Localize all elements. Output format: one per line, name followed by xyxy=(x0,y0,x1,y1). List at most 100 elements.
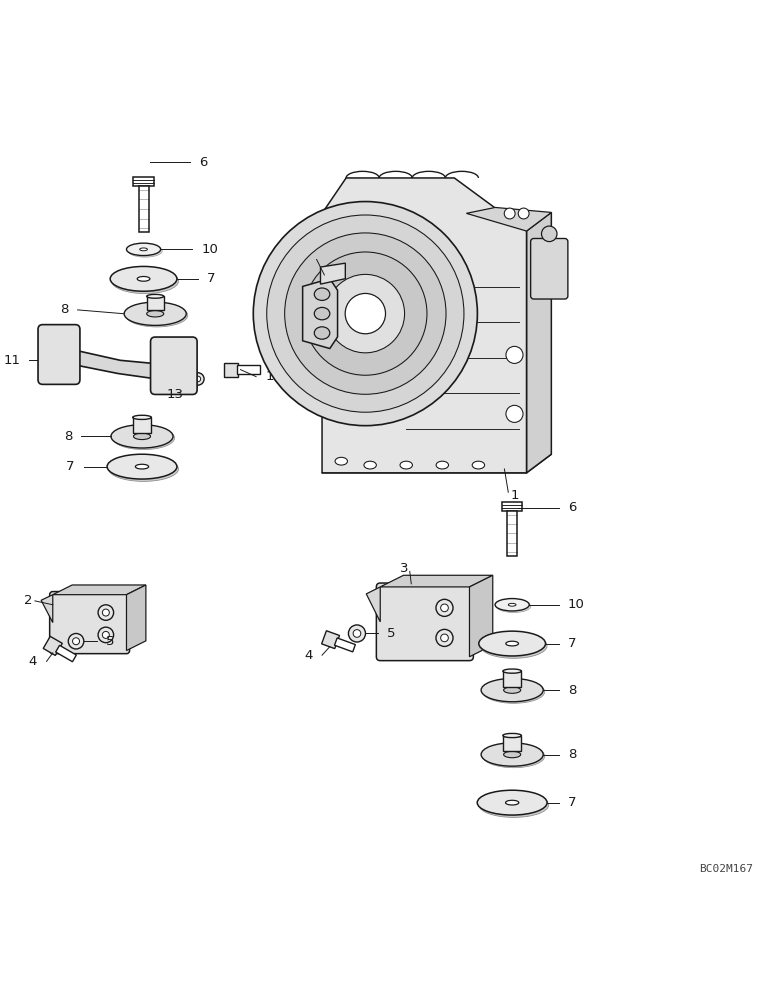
Circle shape xyxy=(188,374,197,384)
Circle shape xyxy=(102,631,109,638)
Ellipse shape xyxy=(335,457,348,465)
Ellipse shape xyxy=(147,294,164,298)
Polygon shape xyxy=(126,585,146,651)
Circle shape xyxy=(190,377,195,381)
Circle shape xyxy=(506,405,523,422)
Circle shape xyxy=(195,376,201,382)
Ellipse shape xyxy=(128,245,162,257)
Polygon shape xyxy=(502,502,522,511)
Polygon shape xyxy=(303,279,338,349)
Ellipse shape xyxy=(133,415,151,419)
Polygon shape xyxy=(43,636,62,655)
Circle shape xyxy=(285,233,446,394)
Circle shape xyxy=(353,630,361,637)
Circle shape xyxy=(50,349,64,363)
Ellipse shape xyxy=(110,266,177,291)
Ellipse shape xyxy=(505,800,519,805)
Text: 8: 8 xyxy=(64,430,72,443)
Text: 3: 3 xyxy=(400,562,408,575)
Text: 4: 4 xyxy=(29,655,37,668)
Polygon shape xyxy=(320,263,345,284)
Text: 5: 5 xyxy=(106,635,115,648)
FancyBboxPatch shape xyxy=(50,592,130,654)
Polygon shape xyxy=(330,281,347,294)
Text: 7: 7 xyxy=(66,460,74,473)
Ellipse shape xyxy=(503,669,521,673)
Circle shape xyxy=(102,609,109,616)
Circle shape xyxy=(169,362,175,368)
Circle shape xyxy=(441,604,449,612)
Ellipse shape xyxy=(314,288,330,300)
Ellipse shape xyxy=(111,425,173,448)
Polygon shape xyxy=(322,454,552,473)
Circle shape xyxy=(267,215,464,412)
Polygon shape xyxy=(53,585,146,595)
Circle shape xyxy=(506,346,523,363)
Text: 7: 7 xyxy=(207,272,216,285)
Ellipse shape xyxy=(112,269,178,294)
Ellipse shape xyxy=(140,248,147,251)
Polygon shape xyxy=(138,186,149,232)
Ellipse shape xyxy=(113,426,175,450)
Polygon shape xyxy=(70,350,190,383)
Polygon shape xyxy=(47,341,70,364)
Text: 5: 5 xyxy=(387,627,396,640)
Circle shape xyxy=(542,226,557,242)
Ellipse shape xyxy=(126,304,188,327)
Circle shape xyxy=(326,274,404,353)
Circle shape xyxy=(98,627,113,643)
Polygon shape xyxy=(380,575,493,587)
Text: 2: 2 xyxy=(24,594,33,607)
Polygon shape xyxy=(133,177,154,186)
Circle shape xyxy=(345,293,386,334)
Polygon shape xyxy=(503,736,521,751)
Ellipse shape xyxy=(508,603,516,606)
Polygon shape xyxy=(237,365,260,374)
Text: 11: 11 xyxy=(3,354,20,367)
Ellipse shape xyxy=(479,631,546,656)
Circle shape xyxy=(165,358,179,372)
Ellipse shape xyxy=(481,743,543,766)
Circle shape xyxy=(518,208,529,219)
Circle shape xyxy=(73,638,80,645)
Circle shape xyxy=(303,252,427,375)
Polygon shape xyxy=(526,212,552,473)
FancyBboxPatch shape xyxy=(531,238,568,299)
Text: 4: 4 xyxy=(304,649,313,662)
Text: 8: 8 xyxy=(568,684,577,697)
Circle shape xyxy=(348,625,365,642)
Ellipse shape xyxy=(364,461,376,469)
Text: 7: 7 xyxy=(568,796,577,809)
Polygon shape xyxy=(147,296,164,310)
Text: BC02M167: BC02M167 xyxy=(698,864,753,874)
Circle shape xyxy=(253,202,477,426)
Ellipse shape xyxy=(497,600,531,613)
Text: 6: 6 xyxy=(568,501,577,514)
Polygon shape xyxy=(133,417,151,433)
Ellipse shape xyxy=(477,790,547,815)
Circle shape xyxy=(98,605,113,620)
Polygon shape xyxy=(321,631,340,649)
Ellipse shape xyxy=(137,276,150,281)
Polygon shape xyxy=(366,587,380,622)
Ellipse shape xyxy=(504,687,521,693)
Ellipse shape xyxy=(133,433,151,440)
Circle shape xyxy=(68,633,84,649)
Ellipse shape xyxy=(135,464,149,469)
Circle shape xyxy=(54,353,60,360)
Circle shape xyxy=(50,363,64,377)
Ellipse shape xyxy=(480,633,547,658)
Text: 10: 10 xyxy=(568,598,585,611)
Polygon shape xyxy=(466,207,552,231)
Circle shape xyxy=(504,208,515,219)
Ellipse shape xyxy=(124,302,186,325)
Ellipse shape xyxy=(483,680,545,703)
Ellipse shape xyxy=(472,461,484,469)
Ellipse shape xyxy=(314,307,330,320)
Circle shape xyxy=(436,599,453,616)
Ellipse shape xyxy=(436,461,449,469)
Ellipse shape xyxy=(126,243,161,256)
Ellipse shape xyxy=(109,457,178,481)
Ellipse shape xyxy=(495,599,529,611)
Ellipse shape xyxy=(479,793,549,817)
